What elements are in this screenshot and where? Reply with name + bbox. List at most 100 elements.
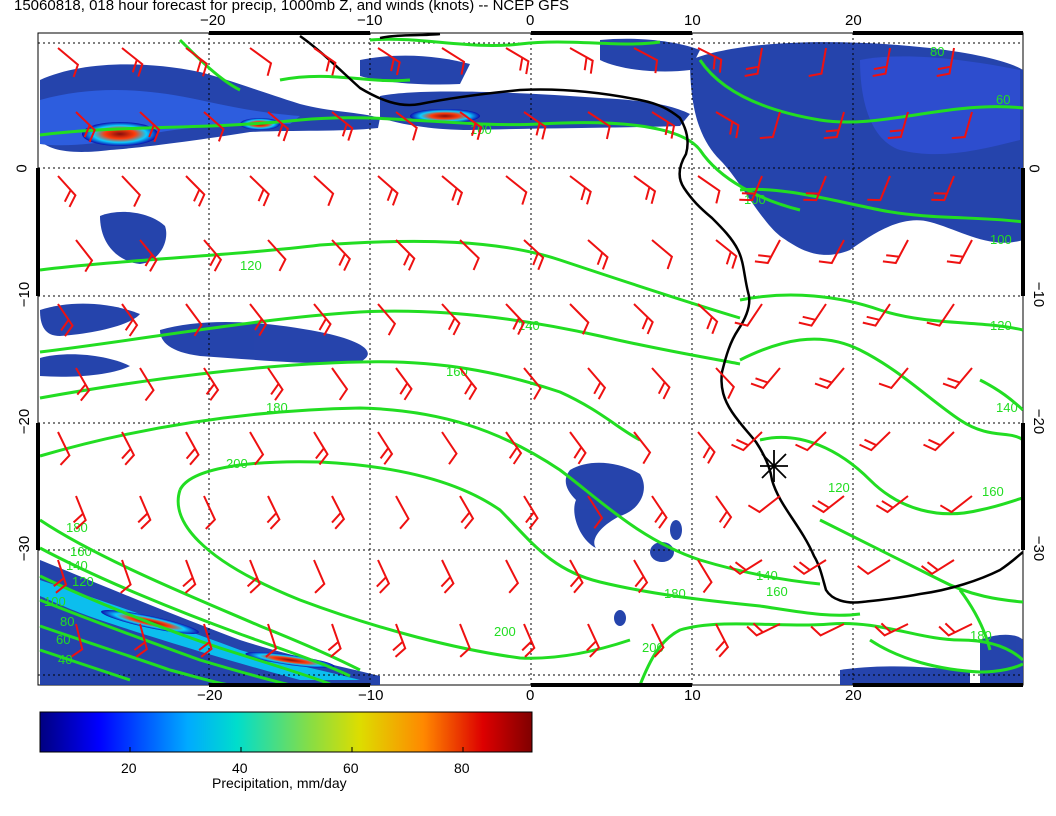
wind-barb xyxy=(856,559,891,576)
contour-label: 100 xyxy=(744,192,766,207)
wind-barb xyxy=(392,623,407,658)
lat-tick-left: 0 xyxy=(13,164,31,173)
wind-barb xyxy=(951,111,973,140)
wind-barb xyxy=(395,367,413,401)
colorbar-tick-label: 40 xyxy=(232,760,248,776)
contour-label: 40 xyxy=(58,652,72,667)
wind-barb xyxy=(246,559,261,594)
wind-barb xyxy=(331,239,352,272)
wind-barb xyxy=(874,622,909,637)
contour-label: 160 xyxy=(766,584,788,599)
wind-barb xyxy=(697,303,719,335)
wind-barb xyxy=(249,47,273,77)
precip-area xyxy=(840,666,970,685)
wind-barb xyxy=(267,367,284,401)
wind-barb xyxy=(697,47,723,73)
wind-barb xyxy=(139,367,155,402)
precip-area xyxy=(40,303,140,336)
wind-barb xyxy=(395,111,418,141)
contour-label: 120 xyxy=(990,318,1012,333)
wind-barb xyxy=(939,495,973,514)
lon-tick-top: −10 xyxy=(357,12,383,29)
wind-barb xyxy=(120,559,132,594)
contour-label: 160 xyxy=(70,544,92,559)
lon-tick-bottom: 10 xyxy=(684,687,701,704)
colorbar xyxy=(39,711,533,753)
wind-barb xyxy=(715,495,733,529)
wind-barb xyxy=(440,559,455,594)
wind-barb xyxy=(875,495,909,514)
wind-barb xyxy=(139,111,161,143)
wind-barb xyxy=(459,111,483,141)
precip-area xyxy=(614,610,626,626)
wind-barb xyxy=(523,495,539,530)
wind-barb xyxy=(798,303,827,327)
wind-barb xyxy=(75,239,94,273)
lon-tick-bottom: 20 xyxy=(845,687,862,704)
wind-barb xyxy=(121,47,144,77)
lat-tick-right: −10 xyxy=(1030,281,1048,308)
wind-barb xyxy=(569,47,594,74)
lon-tick-bottom: −10 xyxy=(358,687,384,704)
wind-barb xyxy=(267,239,287,272)
wind-barb xyxy=(734,303,763,327)
wind-barb xyxy=(249,431,265,466)
wind-barb xyxy=(569,431,587,465)
wind-barb xyxy=(942,367,973,390)
lat-tick-right: −20 xyxy=(1030,408,1048,435)
wind-barb xyxy=(377,47,401,76)
wind-barb xyxy=(744,47,763,77)
wind-barb xyxy=(459,239,480,271)
contour-label: 200 xyxy=(226,456,248,471)
colorbar-tick-label: 80 xyxy=(454,760,470,776)
wind-barb xyxy=(823,111,845,140)
precip-area xyxy=(670,520,682,540)
wind-barb xyxy=(633,303,654,335)
wind-barb xyxy=(633,559,649,594)
coastline xyxy=(379,33,441,40)
wind-barb xyxy=(697,431,716,464)
wind-barb xyxy=(633,47,659,74)
lat-tick-right: 0 xyxy=(1025,164,1043,173)
contour-label: 120 xyxy=(240,258,262,273)
wind-barb xyxy=(75,367,91,402)
wind-barb xyxy=(137,495,152,530)
wind-barb xyxy=(651,623,665,658)
wind-barb xyxy=(203,111,225,142)
wind-barb xyxy=(57,47,80,78)
wind-barb xyxy=(523,239,545,271)
wind-barb xyxy=(810,623,845,637)
wind-barb xyxy=(523,367,542,400)
wind-barb xyxy=(203,367,220,401)
wind-barb xyxy=(808,47,827,77)
wind-barb xyxy=(887,111,909,140)
wind-barb xyxy=(182,559,197,594)
wind-barb xyxy=(459,495,475,530)
contour-label: 160 xyxy=(982,484,1004,499)
wind-barb xyxy=(569,175,592,205)
wind-barb xyxy=(313,431,329,466)
contour-label: 80 xyxy=(930,44,944,59)
lon-tick-top: 20 xyxy=(845,12,862,29)
wind-barb xyxy=(57,431,71,466)
wind-barb xyxy=(867,175,891,202)
contour-label: 140 xyxy=(66,558,88,573)
wind-barb xyxy=(505,47,530,75)
contour-label: 60 xyxy=(996,92,1010,107)
wind-barb xyxy=(878,367,909,390)
contour-label: 180 xyxy=(664,586,686,601)
wind-barb xyxy=(920,559,955,576)
contour-label: 140 xyxy=(996,400,1018,415)
contour-label: 100 xyxy=(44,594,66,609)
wind-barb xyxy=(803,175,827,202)
wind-barb xyxy=(459,623,471,658)
wind-barb xyxy=(395,495,410,530)
wind-barb xyxy=(859,431,891,452)
wind-barb xyxy=(931,175,955,202)
wind-barb xyxy=(938,622,973,637)
wind-barb xyxy=(651,367,671,400)
wind-barb xyxy=(441,47,466,75)
lon-tick-bottom: 0 xyxy=(526,687,535,704)
wind-barb xyxy=(313,47,337,76)
wind-barb xyxy=(862,303,891,327)
